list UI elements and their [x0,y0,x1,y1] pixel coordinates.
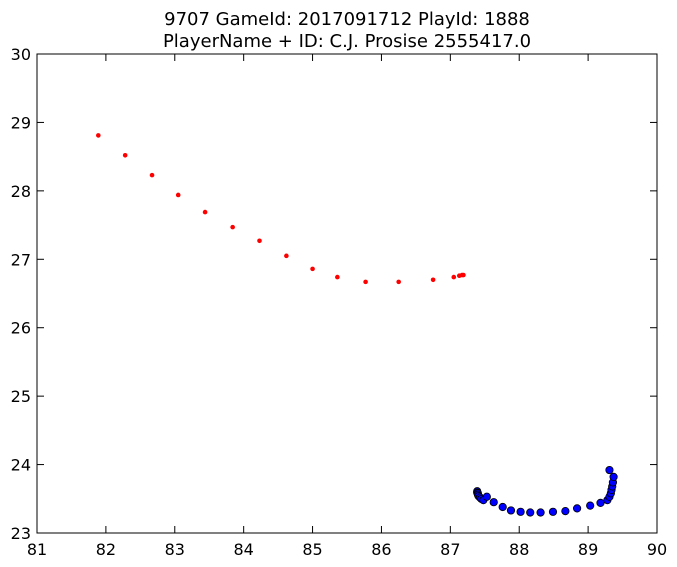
x-tick-label: 82 [96,540,116,559]
data-point [202,209,208,215]
data-point [482,492,491,501]
series-1 [473,465,618,517]
chart-subtitle: PlayerName + ID: C.J. Prosise 2555417.0 [163,31,531,52]
data-point [536,508,545,517]
y-tick-label: 26 [11,319,31,338]
data-point [396,279,401,285]
y-tick-label: 30 [11,45,31,64]
y-tick-label: 24 [11,456,31,475]
x-tick-label: 89 [578,540,598,559]
x-tick-label: 83 [165,540,185,559]
data-point [257,238,262,244]
series-0 [96,133,466,285]
data-point [609,472,618,481]
data-point [561,506,570,516]
data-point [586,501,595,510]
x-tick-label: 85 [302,540,322,559]
data-point [526,508,535,517]
data-point [175,192,181,198]
y-tick-label: 28 [11,182,31,201]
data-point [548,507,558,516]
data-point [572,504,582,513]
data-point [451,274,457,280]
x-tick-label: 84 [233,540,253,559]
x-tick-label: 87 [440,540,460,559]
y-tick-label: 23 [11,524,31,543]
data-point [489,498,498,507]
plot-frame [36,53,658,534]
data-point [516,507,525,516]
data-point [122,152,128,158]
y-tick-label: 25 [11,387,31,406]
data-point [596,498,605,507]
x-tick-label: 81 [27,540,47,559]
data-point [335,274,340,280]
x-tick-label: 90 [647,540,667,559]
data-point [230,224,235,230]
data-point [284,253,289,259]
data-point [506,506,516,515]
data-point [363,279,368,285]
data-point [498,502,507,512]
y-tick-label: 27 [11,250,31,269]
data-point [605,465,614,475]
y-tick-label: 29 [11,113,31,132]
x-tick-label: 88 [509,540,529,559]
data-point [310,266,315,272]
data-point [96,133,101,138]
data-point [461,272,466,278]
data-point [430,277,436,283]
data-point [149,172,155,178]
x-tick-label: 86 [371,540,391,559]
plot-area: 81 82 83 84 85 86 87 88 89 90 23 24 25 26 27 28 29 30 [11,45,668,559]
chart-title: 9707 GameId: 2017091712 PlayId: 1888 [164,9,530,30]
